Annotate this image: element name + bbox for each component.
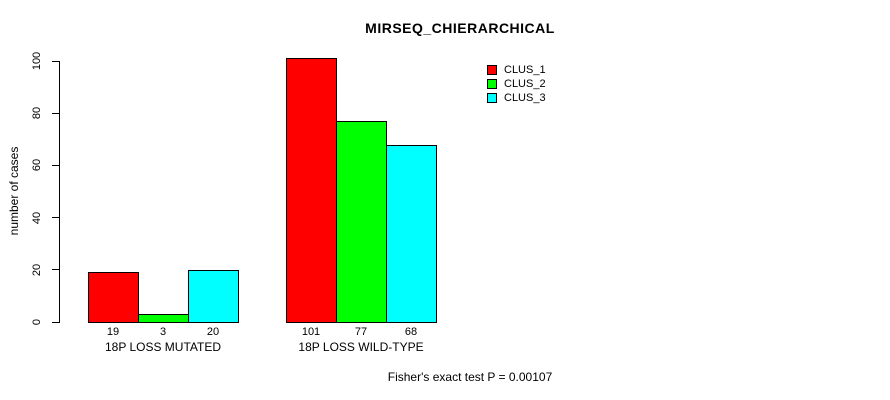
bar-clus_2-group2	[336, 121, 387, 323]
legend-swatch-clus_3	[487, 93, 497, 103]
bar-clus_1-group1	[88, 272, 139, 323]
chart-title: MIRSEQ_CHIERARCHICAL	[365, 20, 555, 36]
bar-clus_3-group2	[386, 145, 437, 323]
legend-row-clus_3: CLUS_3	[487, 91, 546, 105]
bar-clus_1-group2	[286, 58, 337, 323]
bar-clus_3-group1	[188, 270, 239, 323]
y-axis-tick	[52, 164, 59, 166]
y-axis-tick-label: 0	[31, 318, 43, 326]
legend-row-clus_2: CLUS_2	[487, 77, 546, 91]
legend-row-clus_1: CLUS_1	[487, 63, 546, 77]
bar-value-label: 3	[159, 326, 167, 338]
category-label: 18P LOSS MUTATED	[104, 340, 222, 354]
annotation-text: Fisher's exact test P = 0.00107	[387, 370, 553, 384]
legend-label: CLUS_2	[504, 78, 546, 90]
y-axis-tick	[52, 112, 59, 114]
legend: CLUS_1 CLUS_2 CLUS_3	[487, 63, 546, 105]
y-axis-tick-label: 100	[31, 51, 43, 71]
y-axis-line	[59, 61, 60, 323]
y-axis-tick	[52, 60, 59, 62]
legend-swatch-clus_1	[487, 65, 497, 75]
y-axis-tick	[52, 217, 59, 219]
y-axis-tick-label: 40	[31, 211, 43, 224]
bar-value-label: 101	[301, 326, 321, 338]
bar-value-label: 19	[106, 326, 120, 338]
bar-clus_2-group1	[138, 314, 189, 323]
y-axis-tick	[52, 321, 59, 323]
bar-value-label: 68	[404, 326, 418, 338]
bar-value-label: 20	[206, 326, 220, 338]
bar-value-label: 77	[354, 326, 368, 338]
y-axis-tick-label: 20	[31, 263, 43, 276]
y-axis-tick-label: 60	[31, 159, 43, 172]
legend-label: CLUS_3	[504, 92, 546, 104]
category-label: 18P LOSS WILD-TYPE	[298, 340, 424, 354]
y-axis-title: number of cases	[7, 146, 21, 236]
legend-label: CLUS_1	[504, 64, 546, 76]
legend-swatch-clus_2	[487, 79, 497, 89]
y-axis-tick-label: 80	[31, 107, 43, 120]
y-axis-tick	[52, 269, 59, 271]
